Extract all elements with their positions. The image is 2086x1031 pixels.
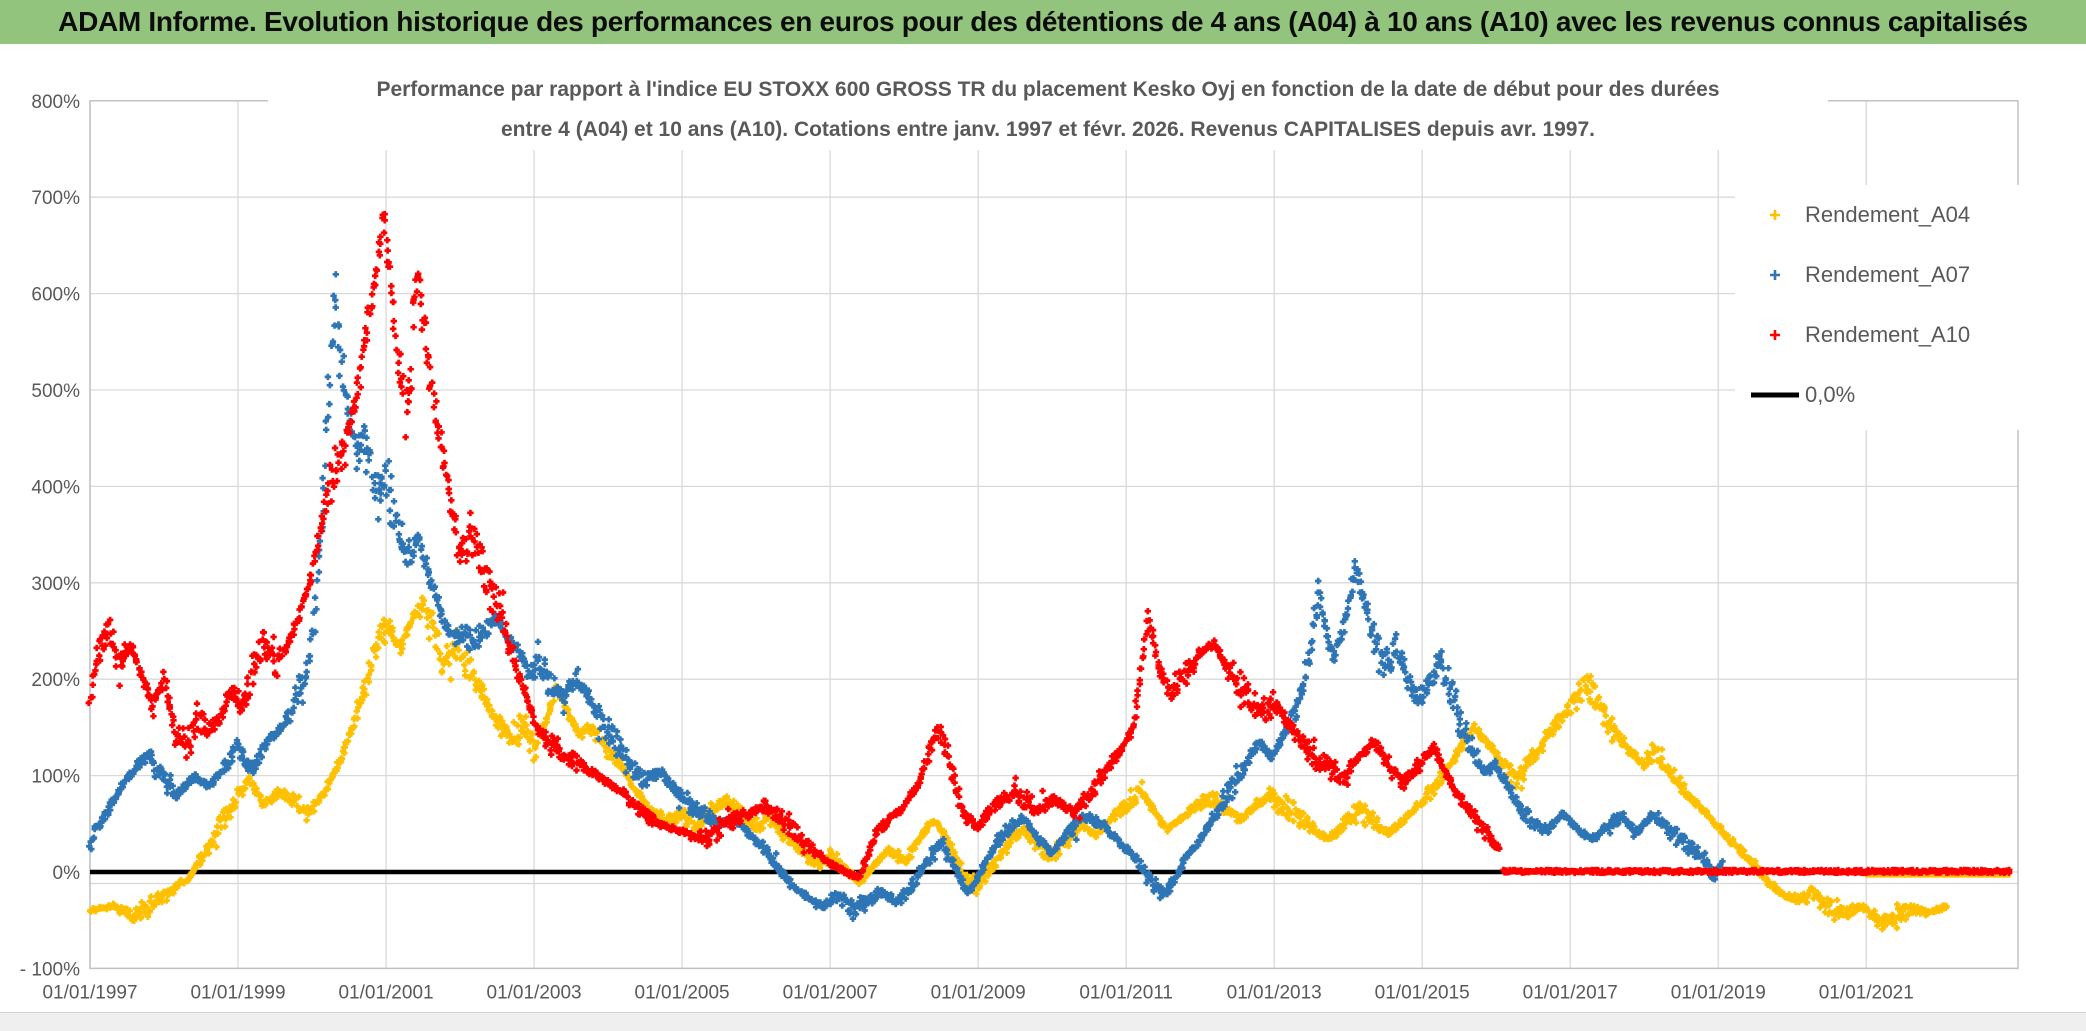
legend-label: 0,0% [1805,382,1856,407]
chart-area: 800% 700% 600% 500% 400% 300% 200% 100% 0% - 100%… [0,44,2086,1012]
plus-marker-icon [1770,330,1780,340]
series-rendement_a10 [85,210,1503,882]
chart-title-line2: entre 4 (A04) et 10 ans (A10). Cotations… [501,118,1595,141]
x-axis-tick-label: 01/01/2011 [1079,982,1173,1003]
x-axis-tick-label: 01/01/1999 [190,982,285,1003]
series-a10-zero-markers [1500,866,2013,877]
y-axis-tick-label: 600% [31,285,80,306]
legend-label: Rendement_A10 [1805,322,1971,347]
chart-title: Performance par rapport à l'indice EU ST… [268,70,1828,150]
x-axis-tick-label: 01/01/2013 [1227,982,1322,1003]
legend-item-0-0-[interactable]: 0,0% [1735,365,2065,425]
x-axis-tick-label: 01/01/2005 [635,982,730,1003]
bottom-band [0,1012,2086,1031]
plus-marker-icon [1770,210,1780,220]
y-axis-tick-label: 300% [31,574,80,595]
y-axis-tick-label: 500% [31,381,80,402]
x-axis-tick-label: 01/01/2003 [487,982,582,1003]
zero-line-legend-swatch [1751,392,1799,398]
y-axis-tick-label: 700% [31,188,80,209]
series-rendement_a04 [87,594,1950,933]
y-axis-tick-label: - 100% [20,959,80,980]
legend-item-rendement-a07[interactable]: Rendement_A07 [1735,245,2065,305]
y-axis-tick-label: 400% [31,477,80,498]
x-axis-tick-label: 01/01/2021 [1819,982,1914,1003]
x-axis-tick-label: 01/01/2017 [1523,982,1618,1003]
legend-label: Rendement_A04 [1805,202,1971,227]
x-axis-tick-label: 01/01/2009 [931,982,1026,1003]
performance-scatter-plot: 800% 700% 600% 500% 400% 300% 200% 100% 0% - 100%… [20,92,2019,1003]
series-rendement_a07 [86,271,1726,922]
y-axis-tick-label: 0% [53,863,81,884]
x-axis-tick-label: 01/01/2019 [1671,982,1766,1003]
x-axis-tick-label: 01/01/2015 [1375,982,1470,1003]
y-axis-tick-label: 100% [31,767,80,788]
y-axis-tick-label: 200% [31,670,80,691]
chart-title-line1: Performance par rapport à l'indice EU ST… [376,78,1720,101]
legend-item-rendement-a04[interactable]: Rendement_A04 [1735,185,2065,245]
header-title: ADAM Informe. Evolution historique des p… [58,6,2028,37]
header-band: ADAM Informe. Evolution historique des p… [0,0,2086,46]
legend-item-rendement-a10[interactable]: Rendement_A10 [1735,305,2065,365]
x-axis-tick-label: 01/01/2007 [783,982,878,1003]
y-axis-tick-label: 800% [31,92,80,113]
x-axis-tick-label: 01/01/1997 [42,982,137,1003]
legend-label: Rendement_A07 [1805,262,1971,287]
legend: Rendement_A04 Rendement_A07 Rendement_A10 0… [1735,185,2065,430]
x-axis-tick-label: 01/01/2001 [338,982,433,1003]
plus-marker-icon [1770,270,1780,280]
